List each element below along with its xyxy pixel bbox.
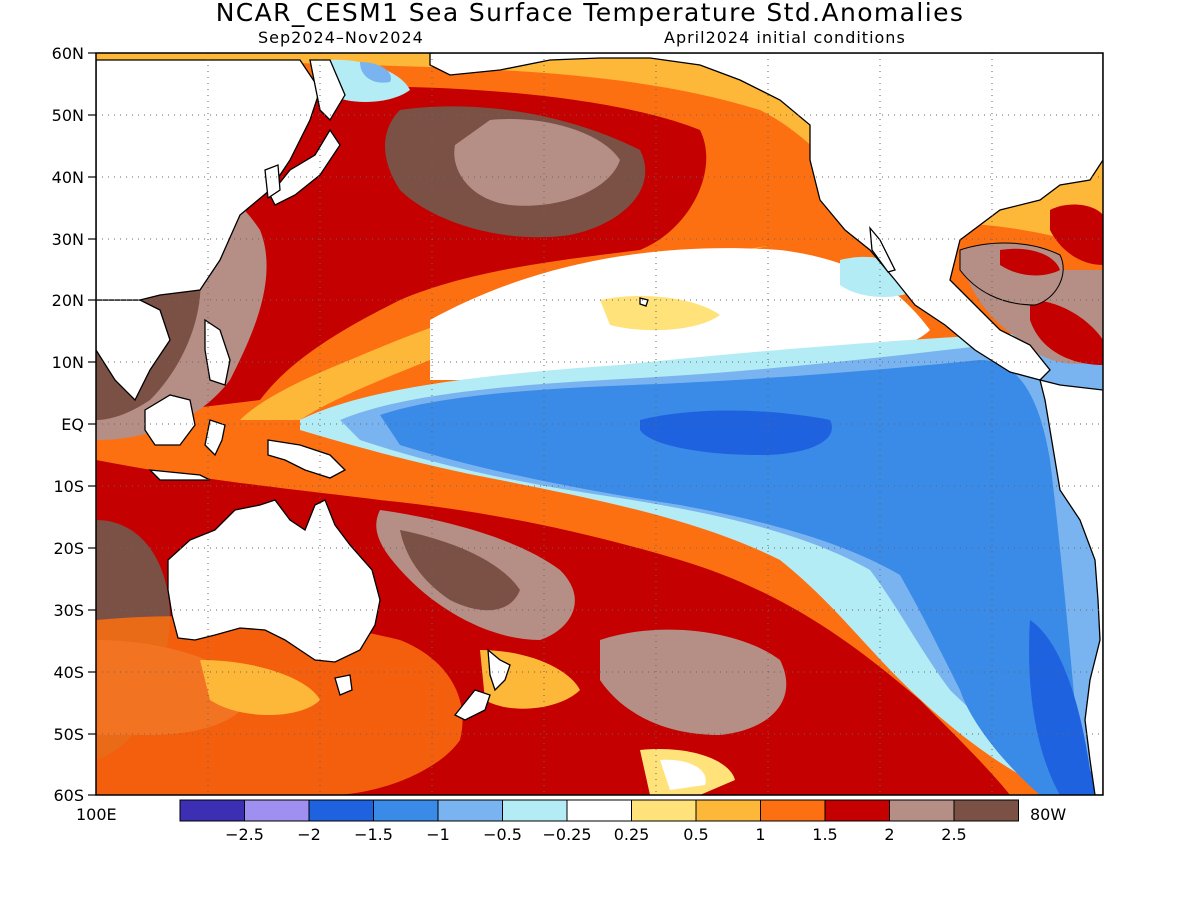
color-bar-label: 2	[884, 825, 894, 844]
lat-label-30n: 30N	[52, 230, 84, 249]
color-bar-label: −1.5	[354, 825, 393, 844]
color-bar-swatch	[631, 799, 697, 822]
lon-label-right: 80W	[1030, 805, 1066, 824]
gulf-of-mexico	[959, 242, 1064, 306]
color-bar-label: −0.25	[542, 825, 591, 844]
grid-lines	[96, 53, 1103, 795]
map-title: NCAR_CESM1 Sea Surface Temperature Std.A…	[215, 0, 965, 27]
initial-conditions: April2024 initial conditions	[664, 28, 906, 47]
se-asia-land	[96, 299, 171, 402]
kamchatka-land	[309, 59, 346, 122]
color-bar-swatch	[889, 799, 955, 822]
color-bar-label: −1	[426, 825, 450, 844]
japan-land	[269, 128, 341, 206]
color-bar-label: 1.5	[812, 825, 837, 844]
forecast-period: Sep2024–Nov2024	[258, 28, 424, 47]
north-america-land	[429, 53, 1103, 381]
borneo-land	[144, 394, 196, 446]
lat-label-eq: EQ	[61, 415, 84, 434]
new-zealand-north-land	[487, 648, 511, 692]
lat-label-10n: 10N	[52, 353, 84, 372]
lat-ticks	[88, 52, 96, 796]
new-zealand-south-land	[453, 689, 491, 721]
color-bar-swatch	[373, 799, 439, 822]
lat-label-60n: 60N	[52, 44, 84, 63]
lat-label-20n: 20N	[52, 291, 84, 310]
philippines-land	[204, 318, 231, 386]
color-bar	[179, 799, 1019, 822]
australia-land	[167, 499, 381, 663]
tasmania-land	[334, 674, 353, 696]
color-bar-label: −2.5	[225, 825, 264, 844]
lat-label-50s: 50S	[53, 725, 84, 744]
lat-labels: 60N 50N 40N 30N 20N 10N EQ 10S 20S 30S 4…	[52, 44, 84, 805]
color-bar-label: −0.5	[483, 825, 522, 844]
color-bar-label: 0.25	[614, 825, 650, 844]
color-bar-swatch	[244, 799, 310, 822]
korea-land	[264, 164, 281, 200]
java-land	[148, 469, 211, 481]
new-guinea-land	[267, 439, 347, 479]
color-bar-swatch	[695, 799, 761, 822]
lat-label-30s: 30S	[53, 601, 84, 620]
hawaii-island	[639, 297, 649, 307]
lat-label-40s: 40S	[53, 663, 84, 682]
color-bar-swatch	[760, 799, 826, 822]
color-bar-swatch	[566, 799, 632, 822]
lat-label-20s: 20S	[53, 539, 84, 558]
lat-label-40n: 40N	[52, 168, 84, 187]
lat-label-50n: 50N	[52, 106, 84, 125]
color-bar-swatch	[179, 799, 245, 822]
color-bar-swatch	[437, 799, 503, 822]
color-bar-swatch	[824, 799, 890, 822]
color-bar-swatch	[953, 799, 1019, 822]
color-bar-label: 2.5	[941, 825, 966, 844]
color-bar-labels: −2.5 −2 −1.5 −1 −0.5 −0.25 0.25 0.5 1 1.5 2 2.5	[225, 825, 967, 844]
lat-label-10s: 10S	[53, 477, 84, 496]
lon-label-left: 100E	[76, 805, 117, 824]
color-bar-swatch	[502, 799, 568, 822]
color-bar-swatch	[308, 799, 374, 822]
color-bar-label: 1	[755, 825, 765, 844]
color-bar-label: −2	[297, 825, 321, 844]
color-bar-label: 0.5	[683, 825, 708, 844]
south-america-land	[1039, 379, 1103, 795]
lat-label-60s: 60S	[53, 786, 84, 805]
